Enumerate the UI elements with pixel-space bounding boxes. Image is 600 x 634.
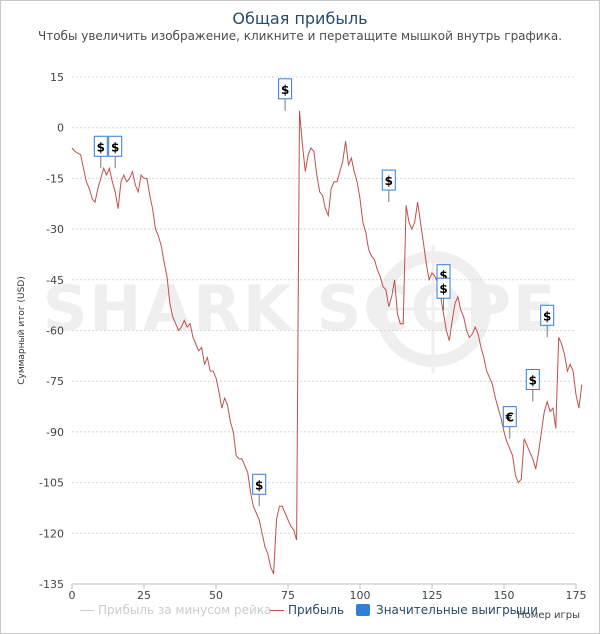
win-flag-label: € — [505, 411, 514, 425]
y-tick-label: -60 — [46, 325, 64, 338]
y-tick-label: -45 — [46, 274, 64, 287]
y-tick-label: -15 — [46, 172, 64, 185]
win-flag-label: $ — [543, 309, 551, 323]
win-flag-label: $ — [97, 140, 105, 154]
y-tick-label: -30 — [46, 223, 64, 236]
y-tick-label: 15 — [50, 71, 64, 84]
x-tick-label: 25 — [137, 589, 151, 602]
win-flag-label: $ — [439, 282, 447, 296]
win-flag-box — [525, 368, 540, 390]
legend-profit-swatch — [270, 609, 284, 611]
x-tick-label: 50 — [209, 589, 223, 602]
win-flag-box — [108, 135, 123, 157]
y-tick-label: -75 — [46, 375, 64, 388]
legend-profit-label: Прибыль — [288, 603, 345, 617]
win-flag-box — [436, 277, 451, 299]
win-flag-box — [93, 135, 108, 157]
legend-item-rake[interactable]: Прибыль за минусом рейка — [80, 603, 271, 617]
x-tick-label: 175 — [566, 589, 587, 602]
y-tick-label: -120 — [39, 527, 64, 540]
x-tick-label: 125 — [422, 589, 443, 602]
win-flag-label: $ — [111, 140, 119, 154]
y-tick-label: -105 — [39, 477, 64, 490]
win-flag-box — [540, 304, 555, 326]
x-tick-label: 100 — [350, 589, 371, 602]
legend-wins-swatch — [356, 604, 370, 616]
legend-item-profit[interactable]: Прибыль — [270, 603, 344, 617]
win-flag-label: $ — [529, 373, 537, 387]
legend-rake-swatch — [80, 609, 94, 611]
y-tick-label: 0 — [57, 122, 64, 135]
legend-wins-label: Значительные выигрыши — [376, 603, 538, 617]
chart-title: Общая прибыль — [232, 9, 368, 28]
x-axis-title: Номер игры — [517, 610, 580, 621]
legend-rake-label: Прибыль за минусом рейка — [98, 603, 272, 617]
y-axis-title: Суммарный итог (USD) — [17, 276, 27, 385]
series-line-profit — [71, 110, 583, 575]
legend-item-wins[interactable]: Значительные выигрыши — [356, 603, 538, 617]
win-flag-label: $ — [255, 478, 263, 492]
win-flag-box — [381, 169, 396, 191]
x-tick-label: 0 — [69, 589, 76, 602]
win-flag-label: $ — [439, 269, 447, 283]
chart-subtitle: Чтобы увеличить изображение, кликните и … — [37, 29, 563, 43]
win-flag-label: $ — [385, 174, 393, 188]
x-tick-label: 75 — [281, 589, 295, 602]
y-tick-label: -135 — [39, 578, 64, 591]
win-flag-box — [252, 473, 267, 495]
win-flag-box — [278, 78, 293, 100]
win-flag-label: $ — [281, 83, 289, 97]
x-tick-label: 150 — [494, 589, 515, 602]
win-flag-box — [502, 406, 517, 428]
y-tick-label: -90 — [46, 426, 64, 439]
